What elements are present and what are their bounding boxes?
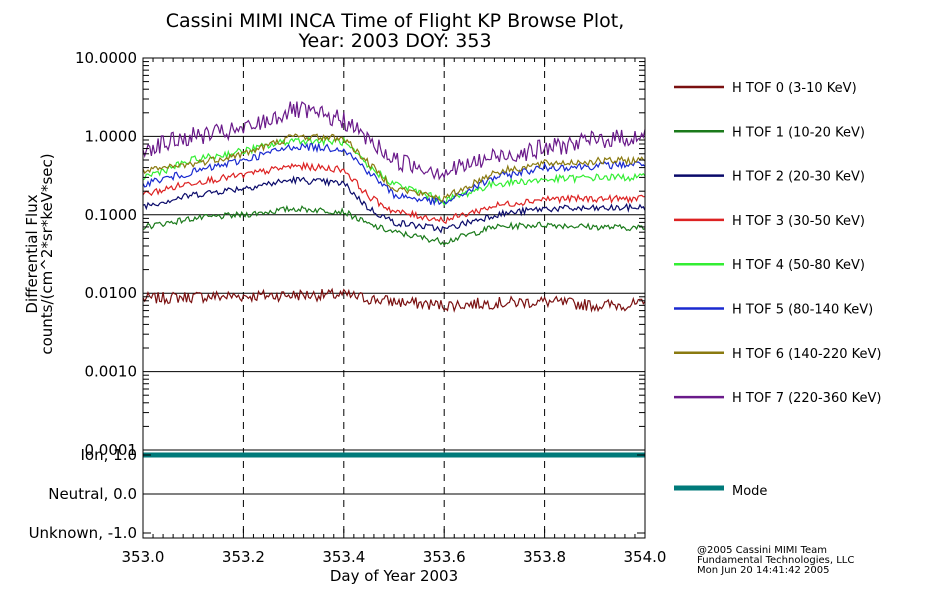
credits-footer: @2005 Cassini MIMI Team Fundamental Tech… [697,546,854,576]
y-tick-label: 0.0001 [85,441,138,459]
y-tick-label: 1.0000 [85,127,138,145]
series-line-tof-1 [142,204,646,247]
series-line-tof-6 [142,133,646,203]
y-tick-label: 0.0100 [85,284,138,302]
chart-title: Cassini MIMI INCA Time of Flight KP Brow… [166,10,625,32]
y-axis-label-line2: counts/(cm^2*sr*keV*sec) [38,153,56,354]
series-line-tof-3 [142,161,646,225]
legend-label-tof-2: H TOF 2 (20-30 KeV) [732,170,865,185]
series-line-tof-0 [142,287,646,313]
x-tick-label: 353.2 [222,548,265,566]
main-plot-frame [142,57,646,451]
series-line-tof-2 [142,175,646,234]
x-axis-label: Day of Year 2003 [330,567,458,585]
x-tick-label: 353.6 [423,548,466,566]
x-tick-label: 354.0 [624,548,667,566]
y-tick-label: 10.0000 [75,49,137,67]
series-lines [142,101,646,313]
credits-line-1: @2005 Cassini MIMI Team [697,545,827,556]
chart-subtitle: Year: 2003 DOY: 353 [297,30,491,52]
mode-y-tick-label: Ion, 1.0 [81,446,138,464]
credits-line-2: Fundamental Technologies, LLC [697,555,855,566]
legend-label-mode: Mode [732,484,767,499]
y-tick-label: 0.1000 [85,206,138,224]
y-tick-label: 0.0010 [85,363,138,381]
chart-title-group: Cassini MIMI INCA Time of Flight KP Brow… [23,10,624,585]
credits-line-3: Mon Jun 20 14:41:42 2005 [697,565,830,576]
legend: H TOF 0 (3-10 KeV) H TOF 1 (10-20 KeV) H T… [674,81,881,499]
legend-label-tof-6: H TOF 6 (140-220 KeV) [732,347,881,362]
legend-label-tof-3: H TOF 3 (30-50 KeV) [732,214,865,229]
x-tick-label: 353.8 [523,548,566,566]
mode-y-tick-label: Unknown, -1.0 [29,524,137,542]
x-tick-label: 353.4 [322,548,365,566]
y-axis-label-line1: Differential Flux [23,194,41,313]
series-line-tof-5 [142,142,646,207]
series-line-tof-7 [142,101,646,181]
legend-label-tof-5: H TOF 5 (80-140 KeV) [732,303,873,318]
legend-label-tof-7: H TOF 7 (220-360 KeV) [732,391,881,406]
legend-label-tof-0: H TOF 0 (3-10 KeV) [732,81,857,96]
legend-label-tof-4: H TOF 4 (50-80 KeV) [732,258,865,273]
legend-label-tof-1: H TOF 1 (10-20 KeV) [732,125,865,140]
x-tick-label: 353.0 [122,548,165,566]
axis-ticks: 10.0000 1.0000 0.1000 0.0100 0.0010 0.0001Ion… [29,49,667,566]
mode-y-tick-label: Neutral, 0.0 [48,485,137,503]
